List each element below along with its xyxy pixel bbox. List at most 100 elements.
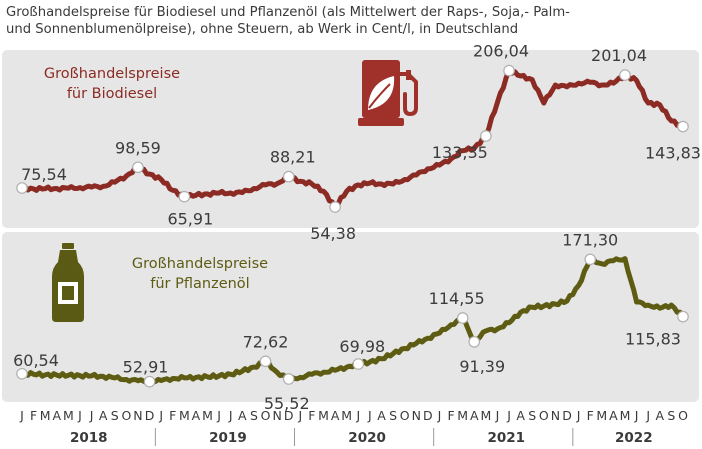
month-tick-label: M (40, 408, 51, 423)
month-tick-label: N (412, 408, 421, 423)
data-point-marker (619, 69, 631, 81)
month-tick-label: M (179, 408, 190, 423)
pflanzenoel-panel (2, 232, 699, 402)
month-tick-label: J (495, 408, 500, 423)
month-tick-label: J (576, 408, 581, 423)
year-label: 2019 (209, 430, 247, 446)
month-tick-label: S (667, 408, 675, 423)
month-tick-label: J (89, 408, 94, 423)
data-label: 201,04 (591, 46, 647, 65)
month-tick-label: A (331, 408, 340, 423)
data-label: 115,83 (625, 330, 681, 349)
data-point-marker (677, 120, 689, 133)
month-tick-label: M (457, 408, 468, 423)
month-tick-label: D (284, 408, 294, 423)
data-point-marker (503, 64, 515, 77)
month-tick-label: M (620, 408, 631, 423)
month-tick-label: A (53, 408, 62, 423)
month-tick-label: A (609, 408, 618, 423)
data-label: 72,62 (243, 332, 289, 351)
data-point-marker (282, 373, 295, 385)
month-tick-label: D (423, 408, 433, 423)
month-tick-label: A (238, 408, 247, 423)
data-label: 91,39 (459, 357, 505, 376)
data-point-marker (282, 170, 295, 183)
month-tick-label: J (367, 408, 372, 423)
legend-line-1: Großhandelspreise (132, 256, 268, 272)
month-tick-label: J (506, 408, 511, 423)
data-point-marker (143, 375, 156, 388)
year-label: 2020 (348, 430, 386, 446)
month-tick-label: S (389, 408, 397, 423)
month-tick-label: D (562, 408, 572, 423)
chart-title: Großhandelspreise für Biodiesel und Pfla… (6, 4, 696, 38)
month-tick-label: A (516, 408, 525, 423)
oil-bottle-icon (52, 243, 84, 322)
data-label: 133,35 (432, 143, 488, 162)
data-point-marker (259, 355, 272, 368)
data-label: 88,21 (270, 148, 316, 167)
month-tick-label: A (470, 408, 479, 423)
data-point-marker (352, 358, 365, 370)
month-tick-label: S (250, 408, 258, 423)
month-tick-label: O (678, 408, 688, 423)
data-label: 60,54 (13, 351, 59, 370)
data-label: 114,55 (429, 289, 485, 308)
month-tick-label: J (355, 408, 360, 423)
data-label: 65,91 (167, 210, 213, 229)
data-point-marker (480, 130, 492, 142)
data-label: 75,54 (21, 165, 67, 184)
month-tick-label: F (447, 408, 454, 423)
month-tick-label: F (169, 408, 176, 423)
month-tick-label: J (437, 408, 442, 423)
legend-line-1: Großhandelspreise (44, 66, 180, 82)
data-point-marker (329, 201, 341, 213)
month-tick-label: S (528, 408, 536, 423)
month-tick-label: F (308, 408, 315, 423)
month-tick-label: F (30, 408, 37, 423)
month-tick-label: J (19, 408, 24, 423)
year-label: 2018 (70, 430, 108, 446)
title-line-2: und Sonnenblumenölpreise), ohne Steuern,… (6, 22, 519, 37)
month-tick-label: J (634, 408, 639, 423)
month-tick-label: O (400, 408, 410, 423)
legend-line-2: für Biodiesel (67, 86, 157, 102)
data-point-marker (16, 367, 28, 380)
month-tick-label: N (272, 408, 281, 423)
data-label: 171,30 (562, 230, 618, 249)
biodiesel-legend: Großhandelspreise für Biodiesel (44, 66, 180, 102)
legend-line-2: für Pflanzenöl (150, 276, 249, 292)
data-label: 206,04 (473, 42, 529, 61)
year-label: 2021 (487, 430, 525, 446)
month-tick-label: N (133, 408, 142, 423)
month-tick-label: A (192, 408, 201, 423)
pflanzenoel-legend: Großhandelspreise für Pflanzenöl (132, 256, 268, 292)
pflanzenoel-price-line (19, 256, 686, 386)
data-label: 54,38 (310, 224, 356, 243)
data-point-marker (132, 161, 144, 174)
data-point-marker (456, 312, 469, 324)
month-tick-label: M (202, 408, 213, 423)
month-tick-label: N (551, 408, 560, 423)
biodiesel-price-line (19, 68, 686, 210)
data-label: 98,59 (115, 138, 161, 157)
month-tick-label: J (158, 408, 163, 423)
month-tick-label: J (297, 408, 302, 423)
data-label: 55,52 (264, 394, 310, 413)
month-tick-label: A (99, 408, 108, 423)
data-point-marker (677, 310, 689, 323)
month-tick-label: O (539, 408, 549, 423)
data-label: 69,98 (339, 337, 385, 356)
month-tick-label: F (587, 408, 594, 423)
month-tick-label: M (596, 408, 607, 423)
data-point-marker (178, 190, 191, 203)
month-tick-label: J (645, 408, 650, 423)
month-tick-label: D (145, 408, 155, 423)
month-tick-label: J (77, 408, 82, 423)
month-tick-label: M (318, 408, 329, 423)
data-point-marker (16, 182, 28, 194)
biodiesel-panel (2, 50, 699, 228)
data-point-marker (584, 253, 597, 266)
month-tick-label: M (341, 408, 352, 423)
